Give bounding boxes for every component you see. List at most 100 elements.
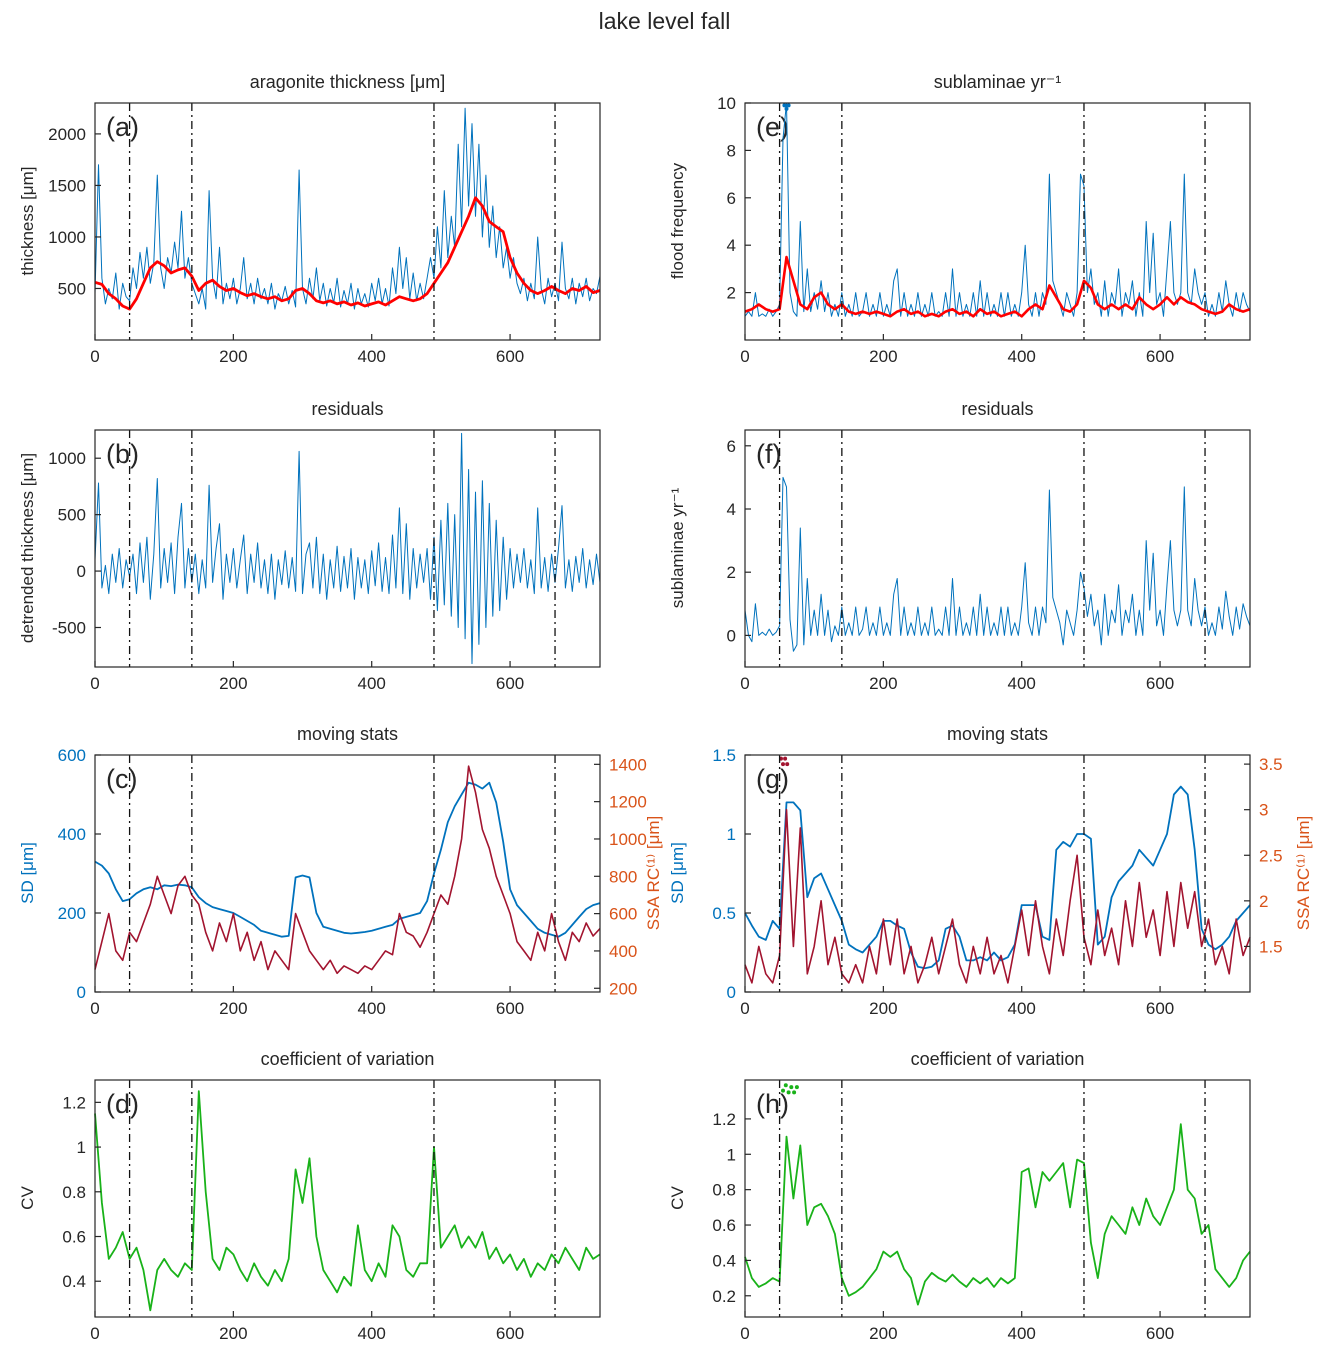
svg-text:400: 400	[358, 347, 386, 366]
svg-text:0.6: 0.6	[712, 1216, 736, 1235]
svg-text:200: 200	[219, 347, 247, 366]
svg-text:200: 200	[219, 674, 247, 693]
panel-g-letter: (g)	[756, 764, 789, 794]
svg-text:600: 600	[609, 905, 637, 924]
svg-text:10: 10	[717, 94, 736, 113]
panel-f: residuals sublaminae yr⁻¹ (f) 0 200 400 600…	[650, 387, 1325, 714]
panel-h-title: coefficient of variation	[910, 1049, 1085, 1069]
svg-text:0.4: 0.4	[62, 1272, 86, 1291]
svg-text:0: 0	[740, 674, 749, 693]
svg-text:400: 400	[358, 999, 386, 1018]
svg-text:0: 0	[727, 983, 736, 1002]
svg-text:0.4: 0.4	[712, 1251, 736, 1270]
panel-a-plot: 0 200 400 600 500 1000 1500 2000	[48, 102, 601, 366]
svg-text:0: 0	[740, 347, 749, 366]
panel-f-plot: 0 200 400 600 0 2 4 6	[727, 429, 1251, 693]
panel-d: coefficient of variation CV (d) 0 200 400 6…	[0, 1037, 675, 1364]
panel-b-title: residuals	[311, 399, 384, 419]
svg-text:600: 600	[496, 674, 524, 693]
panel-a: aragonite thickness [μm] thickness [μm] …	[0, 60, 675, 387]
svg-text:4: 4	[727, 236, 736, 255]
panel-b: residuals detrended thickness [μm] (b) 0…	[0, 387, 675, 714]
svg-text:600: 600	[1146, 1324, 1174, 1343]
svg-text:1.5: 1.5	[712, 746, 736, 765]
svg-text:200: 200	[869, 999, 897, 1018]
svg-text:200: 200	[58, 904, 86, 923]
svg-text:500: 500	[58, 506, 86, 525]
svg-text:2: 2	[727, 284, 736, 303]
panel-b-letter: (b)	[106, 439, 139, 469]
svg-text:0.8: 0.8	[62, 1183, 86, 1202]
svg-text:8: 8	[727, 141, 736, 160]
svg-text:0: 0	[90, 674, 99, 693]
svg-text:400: 400	[1008, 347, 1036, 366]
svg-text:3.5: 3.5	[1259, 755, 1283, 774]
svg-text:200: 200	[609, 979, 637, 998]
svg-text:6: 6	[727, 437, 736, 456]
panel-c-letter: (c)	[106, 764, 138, 794]
svg-text:0.6: 0.6	[62, 1228, 86, 1247]
svg-text:400: 400	[358, 1324, 386, 1343]
svg-text:1000: 1000	[48, 228, 86, 247]
svg-text:600: 600	[58, 746, 86, 765]
svg-text:0.5: 0.5	[712, 904, 736, 923]
svg-text:1000: 1000	[48, 449, 86, 468]
panel-e-title: sublaminae yr⁻¹	[933, 72, 1062, 92]
panel-g: moving stats SD [μm] SSA RC⁽¹⁾ [μm] (g) …	[650, 712, 1325, 1039]
panel-e-plot: 0 200 400 600 2 4 6 8 10	[717, 94, 1251, 366]
svg-text:2: 2	[1259, 892, 1268, 911]
panel-g-title: moving stats	[946, 724, 1049, 744]
svg-text:400: 400	[1008, 999, 1036, 1018]
svg-text:1500: 1500	[48, 176, 86, 195]
svg-text:600: 600	[1146, 347, 1174, 366]
svg-text:400: 400	[58, 825, 86, 844]
panel-b-plot: 0 200 400 600 -500 0 500 1000	[48, 429, 601, 693]
svg-text:200: 200	[219, 1324, 247, 1343]
svg-text:4: 4	[727, 500, 736, 519]
svg-text:0: 0	[740, 1324, 749, 1343]
svg-text:2000: 2000	[48, 125, 86, 144]
svg-text:0: 0	[90, 347, 99, 366]
svg-text:2: 2	[727, 563, 736, 582]
svg-text:0: 0	[77, 983, 86, 1002]
panel-c: moving stats SD [μm] SSA RC⁽¹⁾ [μm] (c) …	[0, 712, 675, 1039]
svg-text:1.2: 1.2	[62, 1093, 86, 1112]
svg-text:0: 0	[740, 999, 749, 1018]
svg-text:200: 200	[869, 674, 897, 693]
svg-text:400: 400	[358, 674, 386, 693]
panel-f-letter: (f)	[756, 439, 782, 469]
svg-text:1400: 1400	[609, 755, 647, 774]
panel-e: sublaminae yr⁻¹ flood frequency (e) 0 200…	[650, 60, 1325, 387]
panel-h-plot: 0 200 400 600 0.2 0.4 0.6 0.8 1 1.2	[712, 1079, 1251, 1343]
panel-f-title: residuals	[961, 399, 1034, 419]
svg-text:1.5: 1.5	[1259, 937, 1283, 956]
svg-text:600: 600	[496, 1324, 524, 1343]
svg-text:1: 1	[727, 825, 736, 844]
svg-text:600: 600	[496, 347, 524, 366]
panel-c-plot: 0 200 400 600 0 200 400 600 200 400 600 800 1000 1200…	[58, 746, 647, 1018]
svg-text:2.5: 2.5	[1259, 846, 1283, 865]
svg-text:800: 800	[609, 867, 637, 886]
svg-text:1: 1	[77, 1138, 86, 1157]
svg-text:0: 0	[77, 562, 86, 581]
panel-d-plot: 0 200 400 600 0.4 0.6 0.8 1 1.2	[62, 1079, 601, 1343]
svg-text:1200: 1200	[609, 793, 647, 812]
svg-text:600: 600	[496, 999, 524, 1018]
panel-h: coefficient of variation CV (h) 0 200 400 6…	[650, 1037, 1325, 1364]
svg-text:200: 200	[219, 999, 247, 1018]
svg-text:1000: 1000	[609, 830, 647, 849]
panel-g-plot: 0 200 400 600 0 0.5 1 1.5 1.5 2 2.5 3 3.5	[712, 746, 1283, 1018]
svg-text:500: 500	[58, 279, 86, 298]
panel-a-letter: (a)	[106, 112, 139, 142]
svg-text:1: 1	[727, 1145, 736, 1164]
svg-text:0: 0	[90, 1324, 99, 1343]
svg-text:6: 6	[727, 189, 736, 208]
panel-d-letter: (d)	[106, 1089, 139, 1119]
svg-text:400: 400	[1008, 674, 1036, 693]
svg-text:600: 600	[1146, 999, 1174, 1018]
svg-text:0: 0	[90, 999, 99, 1018]
svg-text:0: 0	[727, 626, 736, 645]
panel-h-letter: (h)	[756, 1089, 789, 1119]
svg-text:200: 200	[869, 1324, 897, 1343]
